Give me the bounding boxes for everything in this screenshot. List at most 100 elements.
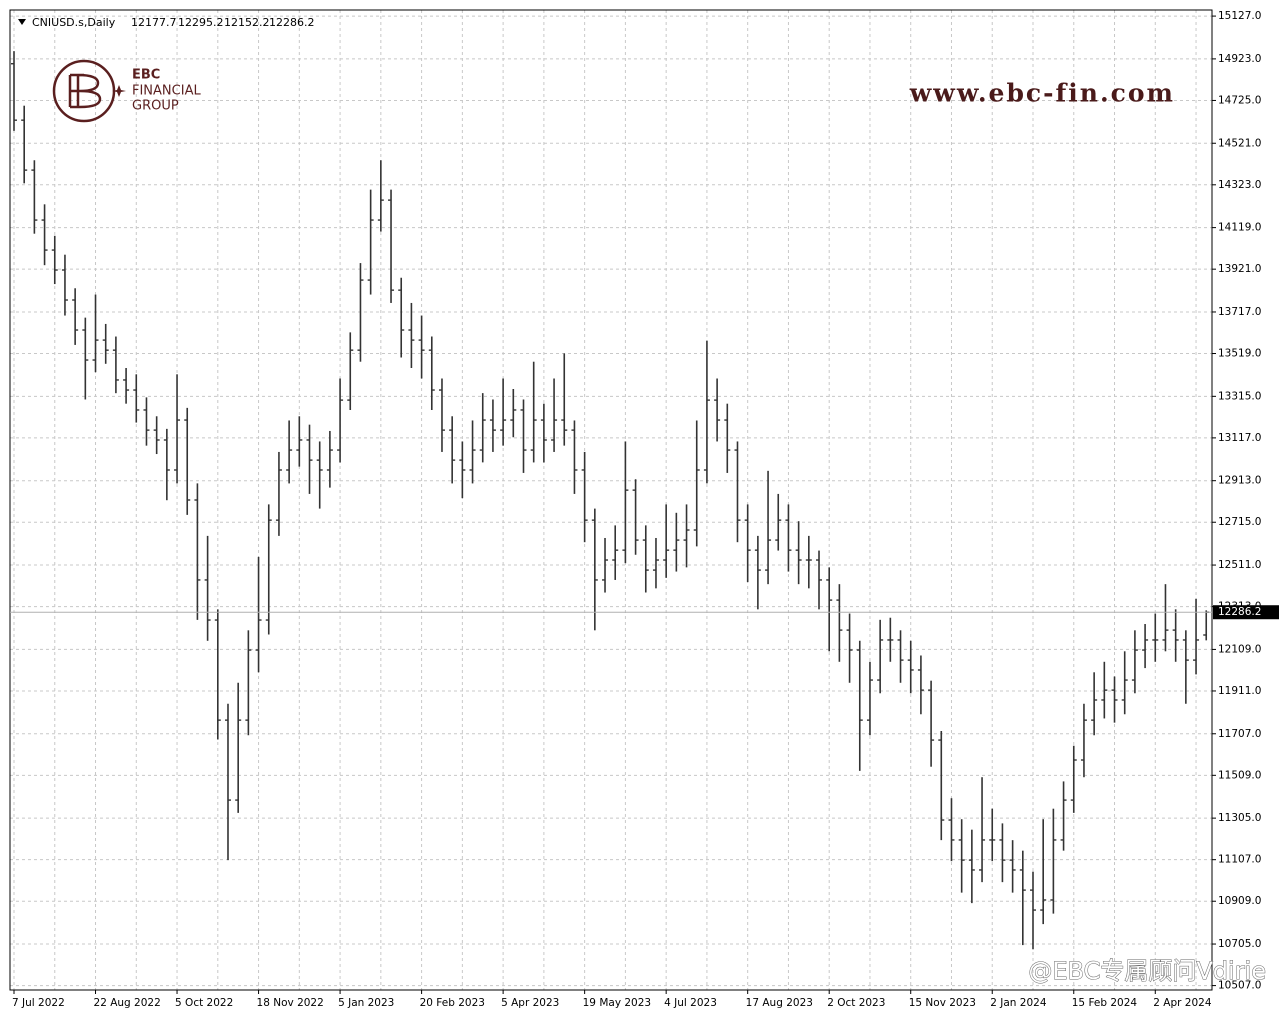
ohlc-bar (388, 189, 395, 303)
ohlc-bar (61, 254, 68, 316)
ohlc-bar (714, 378, 721, 442)
ohlc-bar (459, 441, 466, 499)
ohlc-low: 12152.2 (224, 16, 270, 29)
logo-line1: FINANCIAL (132, 84, 201, 99)
y-tick-label: 11107.0 (1218, 854, 1261, 866)
ohlc-bar (296, 416, 303, 467)
ohlc-bar (1142, 624, 1149, 669)
ohlc-bar (887, 617, 894, 662)
ohlc-bar (561, 353, 568, 446)
ohlc-bar (72, 288, 79, 345)
ohlc-bar (754, 535, 761, 610)
y-tick-label: 13921.0 (1218, 263, 1261, 275)
website: www.ebc-fin.com (909, 79, 1175, 108)
y-tick-label: 14119.0 (1218, 222, 1261, 234)
ohlc-bar (1152, 613, 1159, 662)
ohlc-bar (591, 508, 598, 631)
ohlc-bar (112, 336, 119, 394)
ohlc-bar (184, 407, 191, 515)
ohlc-bar (836, 584, 843, 662)
ohlc-close: 12286.2 (269, 16, 315, 29)
y-tick-label: 13117.0 (1218, 432, 1261, 444)
ohlc-bar (999, 823, 1006, 883)
x-tick-label: 15 Nov 2023 (909, 997, 976, 1009)
x-tick-label: 20 Feb 2023 (420, 997, 485, 1009)
y-tick-label: 12913.0 (1218, 475, 1261, 487)
ohlc-bar (989, 808, 996, 862)
ohlc-high: 12295.2 (178, 16, 224, 29)
ohlc-bar (673, 512, 680, 572)
ohlc-bar (1009, 840, 1016, 893)
ohlc-bar (275, 451, 282, 536)
ohlc-bar (877, 619, 884, 694)
ohlc-bar (1040, 819, 1047, 925)
ohlc-bar (194, 483, 201, 620)
y-tick-label: 10507.0 (1218, 980, 1261, 992)
ohlc-bar (1101, 661, 1108, 719)
ohlc-bar (102, 323, 109, 364)
x-tick-label: 5 Apr 2023 (501, 997, 559, 1009)
ohlc-bar (856, 640, 863, 771)
x-tick-label: 18 Nov 2022 (257, 997, 324, 1009)
ohlc-bar (326, 430, 333, 488)
ohlc-bar (357, 263, 364, 362)
ohlc-bar (1060, 781, 1067, 851)
ohlc-bar (1070, 745, 1077, 813)
logo: EBC FINANCIAL GROUP (52, 59, 201, 123)
ohlc-bar (958, 819, 965, 893)
ohlc-bar (1121, 651, 1128, 715)
ohlc-bar (693, 420, 700, 547)
ohlc-bar (795, 521, 802, 585)
ohlc-bar (367, 189, 374, 295)
y-tick-label: 10909.0 (1218, 895, 1261, 907)
ohlc-bar (398, 277, 405, 358)
ohlc-bar (734, 441, 741, 543)
ohlc-bar (979, 777, 986, 883)
ohlc-bar (551, 378, 558, 452)
ohlc-bar (1182, 630, 1189, 704)
ohlc-bar (765, 470, 772, 585)
ohlc-bar (917, 655, 924, 715)
ohlc-bar (143, 397, 150, 446)
ohlc-bar (968, 829, 975, 904)
y-tick-label: 15127.0 (1218, 10, 1261, 22)
ohlc-bar (377, 160, 384, 232)
logo-name: EBC (132, 68, 160, 83)
ohlc-bar (316, 441, 323, 509)
ohlc-bar (530, 361, 537, 463)
ohlc-bar (41, 204, 48, 266)
ohlc-bar (744, 504, 751, 583)
ohlc-bar (438, 378, 445, 452)
x-tick-label: 2 Jan 2024 (990, 997, 1047, 1009)
ohlc-bar (133, 374, 140, 423)
grid (10, 10, 1212, 990)
ohlc-bar (1091, 672, 1098, 736)
logo-star (112, 85, 126, 97)
ohlc-bar (602, 537, 609, 593)
ohlc-bar (1050, 808, 1057, 914)
x-tick-label: 4 Jul 2023 (664, 997, 717, 1009)
ohlc-bar (21, 105, 28, 184)
ohlc-bar (489, 399, 496, 452)
ohlc-bar (245, 630, 252, 736)
ohlc-bar (1030, 871, 1036, 950)
ohlc-bar (897, 630, 904, 683)
ohlc-bar (235, 682, 242, 813)
ohlc-bar (703, 340, 710, 484)
ohlc-bar (255, 556, 262, 673)
y-tick-label: 12511.0 (1218, 559, 1261, 571)
ohlc-bar (449, 416, 456, 484)
ohlc-bar (224, 703, 231, 861)
ohlc-bar (11, 51, 17, 131)
bars (11, 51, 1210, 950)
ohlc-bar (163, 428, 170, 501)
ohlc-bar (337, 378, 344, 463)
y-tick-label: 11707.0 (1218, 728, 1261, 740)
menu-arrow[interactable] (18, 19, 26, 25)
ohlc-bar (724, 403, 731, 473)
ohlc-bar (174, 374, 181, 484)
ohlc-bar (632, 479, 639, 555)
ohlc-bar (82, 317, 89, 400)
